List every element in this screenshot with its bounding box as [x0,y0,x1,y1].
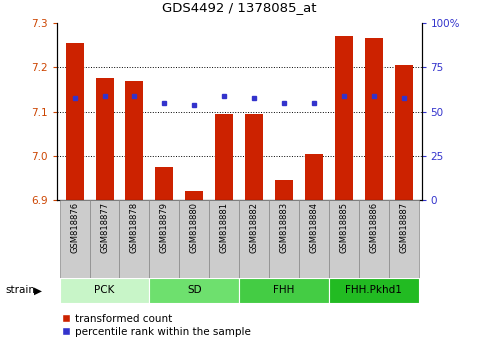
Bar [90,200,119,278]
Legend: transformed count, percentile rank within the sample: transformed count, percentile rank withi… [58,310,255,341]
Text: GSM818876: GSM818876 [70,202,79,253]
Bar [185,191,203,200]
Bar [149,200,179,278]
Text: GSM818881: GSM818881 [220,202,229,253]
Bar [96,78,113,200]
Text: FHH.Pkhd1: FHH.Pkhd1 [345,285,402,295]
Bar [269,200,299,278]
Text: GSM818882: GSM818882 [249,202,258,253]
Bar [394,65,413,200]
Text: SD: SD [187,285,202,295]
Bar [275,180,293,200]
Text: GSM818887: GSM818887 [399,202,408,253]
Bar [60,278,149,303]
Text: GSM818884: GSM818884 [310,202,318,253]
Bar [60,200,90,278]
Text: GSM818883: GSM818883 [280,202,288,253]
Bar [305,154,323,200]
Bar [335,36,352,200]
Bar [119,200,149,278]
Text: ▶: ▶ [34,285,41,295]
Bar [359,200,388,278]
Bar [388,200,419,278]
Text: PCK: PCK [94,285,115,295]
Bar [365,39,383,200]
Text: GSM818877: GSM818877 [100,202,109,253]
Text: GSM818879: GSM818879 [160,202,169,253]
Text: GDS4492 / 1378085_at: GDS4492 / 1378085_at [162,1,317,14]
Text: FHH: FHH [273,285,295,295]
Bar [215,114,233,200]
Bar [149,278,239,303]
Bar [239,278,329,303]
Bar [239,200,269,278]
Bar [299,200,329,278]
Text: GSM818886: GSM818886 [369,202,378,253]
Bar [66,43,84,200]
Text: GSM818885: GSM818885 [339,202,348,253]
Bar [179,200,209,278]
Text: GSM818878: GSM818878 [130,202,139,253]
Bar [155,167,174,200]
Bar [126,81,143,200]
Bar [329,200,359,278]
Bar [329,278,419,303]
Text: GSM818880: GSM818880 [190,202,199,253]
Text: strain: strain [5,285,35,295]
Bar [245,114,263,200]
Bar [209,200,239,278]
